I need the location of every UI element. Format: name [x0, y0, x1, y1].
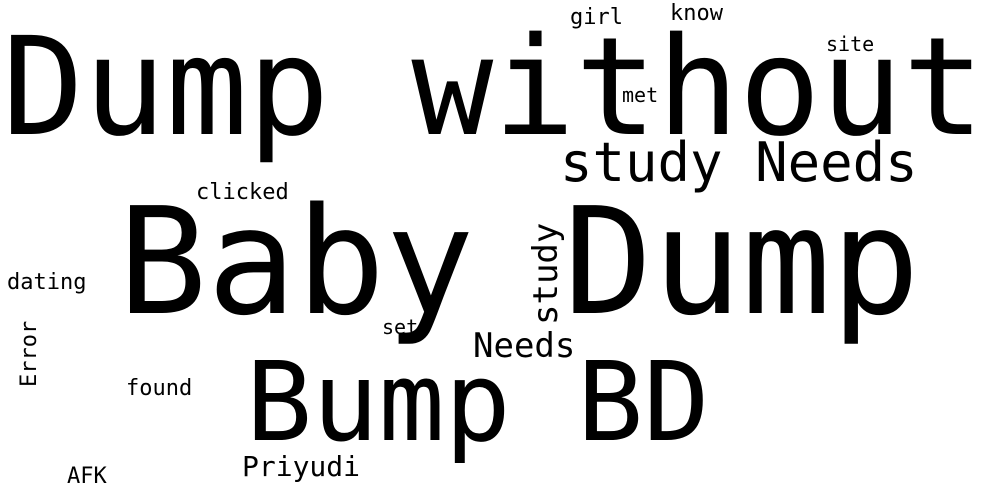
word-girl: girl: [570, 5, 623, 30]
word-afk: AFK: [67, 464, 107, 489]
word-found: found: [126, 376, 193, 401]
word-study-vertical: study: [526, 222, 566, 325]
word-baby-dump: Baby Dump: [118, 176, 920, 348]
word-bump-bd: Bump BD: [246, 338, 710, 466]
word-clicked: clicked: [196, 180, 289, 205]
word-set: set: [382, 315, 419, 339]
word-error-vertical: Error: [17, 320, 42, 387]
word-dump-without: Dump without: [2, 9, 985, 167]
word-priyudi: Priyudi: [242, 450, 361, 483]
word-met: met: [622, 83, 659, 107]
word-study-needs: study Needs: [560, 131, 918, 194]
word-site: site: [826, 32, 875, 56]
word-know: know: [670, 1, 723, 26]
word-dating: dating: [7, 270, 87, 295]
word-needs: Needs: [473, 326, 576, 366]
